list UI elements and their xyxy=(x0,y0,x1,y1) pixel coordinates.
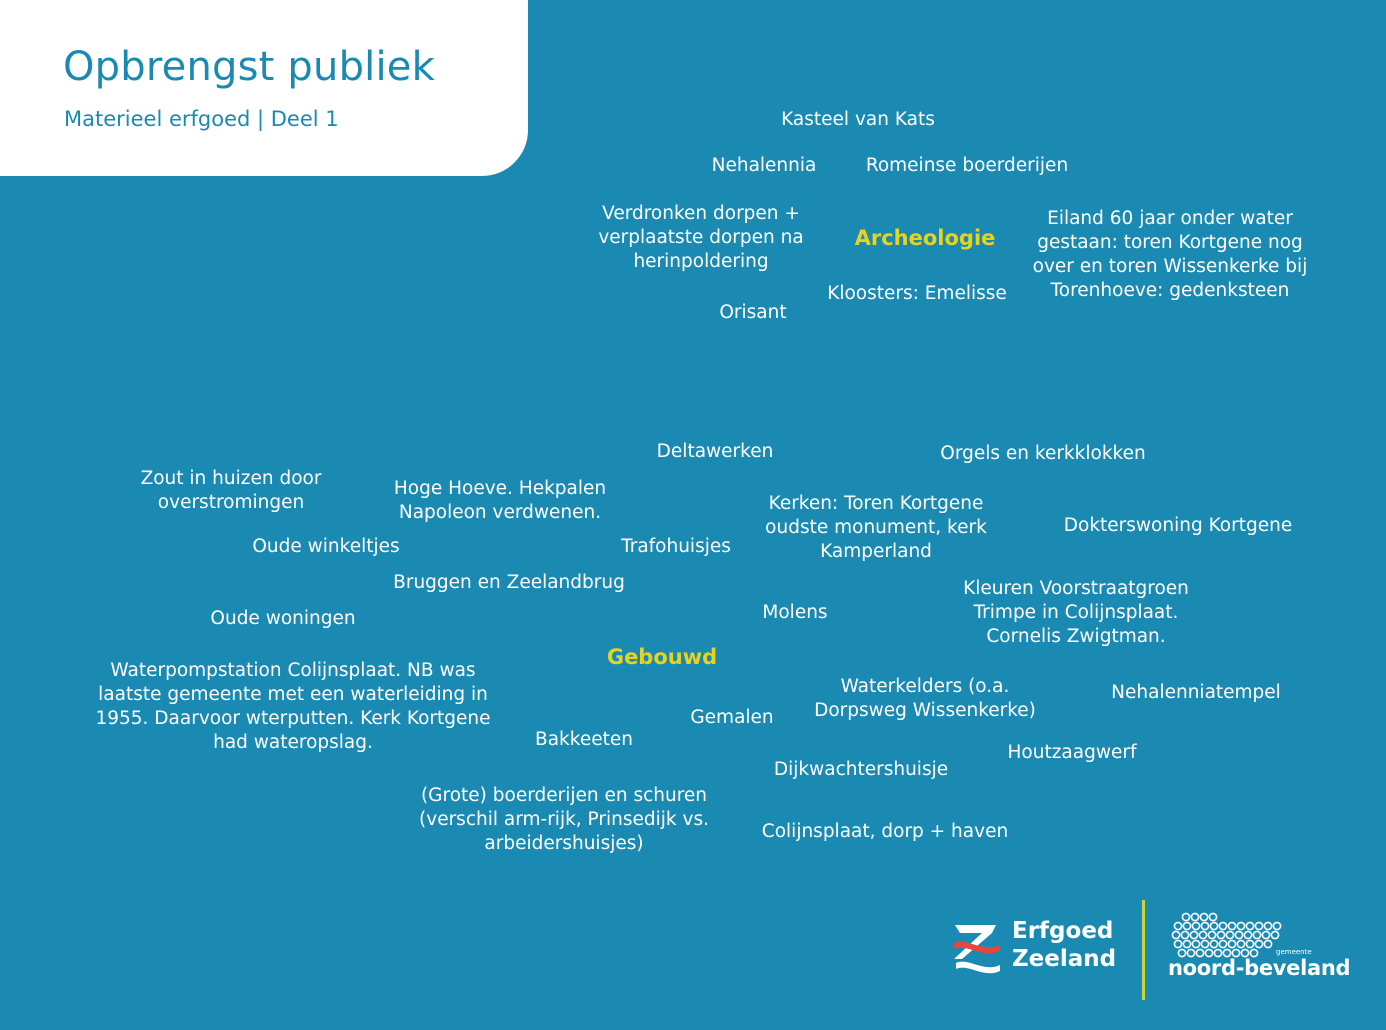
page-title: Opbrengst publiek xyxy=(63,44,435,90)
item-waterkelders: Waterkelders (o.a. Dorpsweg Wissenkerke) xyxy=(814,676,1036,721)
item-zout-in-huizen: Zout in huizen door overstromingen xyxy=(140,468,322,513)
logo-divider xyxy=(1142,900,1145,1000)
item-romeinse-boerderijen: Romeinse boerderijen xyxy=(865,155,1069,176)
item-waterpompstation-colijnsplaat: Waterpompstation Colijnsplaat. NB was la… xyxy=(95,660,491,753)
page-subtitle: Materieel erfgoed | Deel 1 xyxy=(64,107,339,131)
item-oude-woningen: Oude woningen xyxy=(210,608,356,629)
item-orgels-en-kerkklokken: Orgels en kerkklokken xyxy=(940,443,1146,464)
noord-beveland-small-text: gemeente xyxy=(1276,948,1312,956)
erfgoed-zeeland-mark-icon xyxy=(954,925,1000,974)
item-gemalen: Gemalen xyxy=(690,707,774,728)
item-orisant: Orisant xyxy=(719,302,787,323)
title-card: Opbrengst publiek Materieel erfgoed | De… xyxy=(0,0,528,176)
item-eiland-60-jaar: Eiland 60 jaar onder water gestaan: tore… xyxy=(1032,208,1308,301)
item-kleuren-voorstraatgroen: Kleuren Voorstraatgroen Trimpe in Colijn… xyxy=(963,578,1189,647)
item-colijnsplaat-dorp-haven: Colijnsplaat, dorp + haven xyxy=(761,821,1009,842)
item-bruggen-en-zeelandbrug: Bruggen en Zeelandbrug xyxy=(393,572,625,593)
item-trafohuisjes: Trafohuisjes xyxy=(621,536,731,557)
item-dijkwachtershuisje: Dijkwachtershuisje xyxy=(773,759,949,780)
item-dokterswoning-kortgene: Dokterswoning Kortgene xyxy=(1063,515,1293,536)
item-molens: Molens xyxy=(762,602,828,623)
category-gebouwd: Gebouwd xyxy=(606,645,718,669)
noord-beveland-mark-icon xyxy=(1171,912,1282,958)
item-kasteel-van-kats: Kasteel van Kats xyxy=(781,109,935,130)
item-kerken-toren-kortgene: Kerken: Toren Kortgene oudste monument, … xyxy=(765,493,987,562)
erfgoed-zeeland-text: Erfgoed Zeeland xyxy=(1012,918,1117,972)
item-houtzaagwerf: Houtzaagwerf xyxy=(1007,742,1137,763)
item-hoge-hoeve: Hoge Hoeve. Hekpalen Napoleon verdwenen. xyxy=(393,478,607,523)
item-nehalenniatempel: Nehalenniatempel xyxy=(1111,682,1281,703)
item-grote-boerderijen-en-schuren: (Grote) boerderijen en schuren (verschil… xyxy=(419,785,709,854)
item-verdronken-dorpen: Verdronken dorpen + verplaatste dorpen n… xyxy=(598,203,804,272)
category-archeologie: Archeologie xyxy=(854,226,996,250)
item-deltawerken: Deltawerken xyxy=(656,441,774,462)
noord-beveland-text: noord-beveland xyxy=(1168,956,1351,980)
item-bakkeeten: Bakkeeten xyxy=(535,729,633,750)
item-nehalennia: Nehalennia xyxy=(711,155,817,176)
item-oude-winkeltjes: Oude winkeltjes xyxy=(252,536,400,557)
item-kloosters-emelisse: Kloosters: Emelisse xyxy=(827,283,1007,304)
